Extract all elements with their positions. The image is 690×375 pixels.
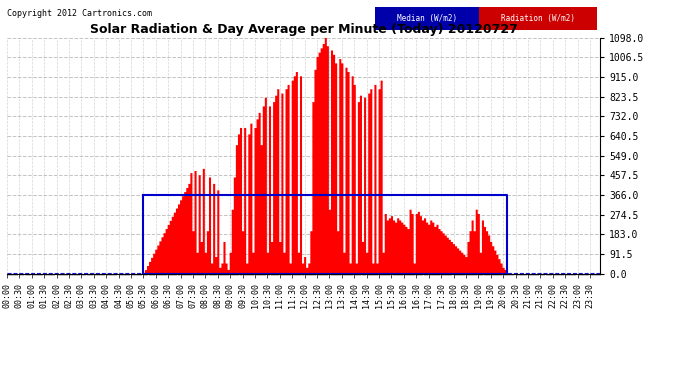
Bar: [479, 7, 598, 30]
Text: Copyright 2012 Cartronics.com: Copyright 2012 Cartronics.com: [7, 9, 152, 18]
Title: Solar Radiation & Day Average per Minute (Today) 20120727: Solar Radiation & Day Average per Minute…: [90, 23, 518, 36]
Text: Median (W/m2): Median (W/m2): [397, 14, 457, 23]
Bar: [375, 7, 479, 30]
Text: Radiation (W/m2): Radiation (W/m2): [501, 14, 575, 23]
